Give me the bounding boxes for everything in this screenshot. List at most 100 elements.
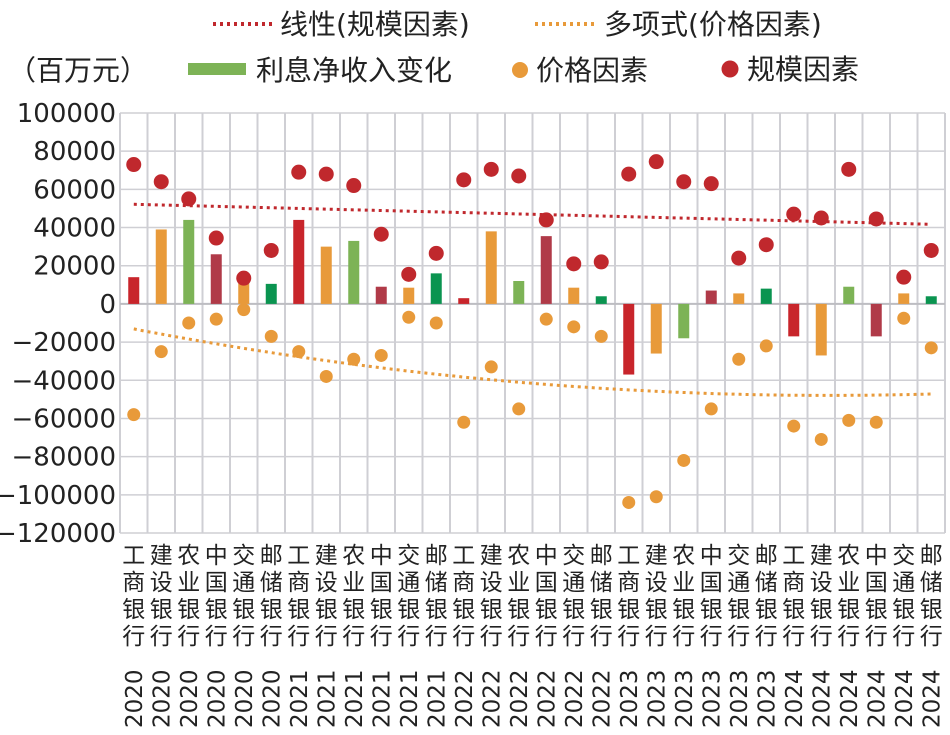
scale-dot <box>621 166 637 182</box>
price-dot <box>539 312 553 326</box>
x-bank-label: 建设银行 <box>480 543 503 650</box>
bar <box>183 219 195 304</box>
x-axis: 工商银行2020建设银行2020农业银行2020中国银行2020交通银行2020… <box>122 543 946 728</box>
x-category-label: 农业银行 2020 <box>177 543 203 728</box>
x-year-label: 2021 <box>314 669 340 728</box>
x-year-label: 2023 <box>644 669 670 728</box>
x-category-label: 建设银行 2020 <box>149 543 175 728</box>
x-bank-label: 农业银行 <box>177 543 200 650</box>
scale-dot <box>153 174 169 190</box>
x-bank-label: 建设银行 <box>315 543 338 650</box>
x-bank-label: 工商银行 <box>122 543 145 650</box>
x-category-label: 中国银行 2022 <box>534 543 560 728</box>
x-bank-label: 工商银行 <box>287 543 310 650</box>
unit-label: （百万元） <box>8 54 148 87</box>
y-tick-label: 20000 <box>33 252 116 282</box>
y-tick-label: 100000 <box>17 99 116 129</box>
x-year-label: 2024 <box>837 669 863 728</box>
x-year-label: 2024 <box>809 669 835 728</box>
price-dot <box>319 369 333 383</box>
x-category-label: 交通银行 2022 <box>562 543 588 728</box>
x-year-label: 2023 <box>617 669 643 728</box>
price-dot <box>704 402 718 416</box>
price-dot <box>649 490 663 504</box>
grid <box>119 112 946 534</box>
price-dot <box>347 352 361 366</box>
x-year-label: 2020 <box>177 669 203 728</box>
scale-dot <box>456 172 472 188</box>
x-year-label: 2022 <box>507 669 533 728</box>
x-category-label: 交通银行 2021 <box>397 543 423 728</box>
scale-dot <box>758 237 774 253</box>
x-bank-label: 邮储银行 <box>425 543 448 650</box>
price-dot <box>484 360 498 374</box>
price-dot <box>512 402 526 416</box>
price-dot <box>264 329 278 343</box>
x-bank-label: 中国银行 <box>370 543 393 650</box>
bar <box>403 287 415 304</box>
x-bank-label: 工商银行 <box>452 543 475 650</box>
price-dot <box>622 495 636 509</box>
x-category-label: 建设银行 2023 <box>644 543 670 728</box>
bar <box>733 293 745 304</box>
scale-dot <box>923 242 939 258</box>
bar <box>898 293 910 304</box>
x-bank-label: 交通银行 <box>727 543 750 650</box>
price-dot <box>869 415 883 429</box>
scale-dot <box>318 166 334 182</box>
scale-dot <box>373 226 389 242</box>
x-category-label: 交通银行 2024 <box>892 543 918 728</box>
x-year-label: 2020 <box>204 669 230 728</box>
x-category-label: 农业银行 2022 <box>507 543 533 728</box>
x-category-label: 邮储银行 2021 <box>424 543 450 728</box>
x-bank-label: 中国银行 <box>865 543 888 650</box>
x-category-label: 中国银行 2024 <box>864 543 890 728</box>
price-dot <box>814 432 828 446</box>
bar <box>320 246 332 304</box>
bar <box>513 281 525 304</box>
x-year-label: 2022 <box>562 669 588 728</box>
x-category-label: 中国银行 2021 <box>369 543 395 728</box>
x-bank-label: 农业银行 <box>837 543 860 650</box>
y-tick-label: −100000 <box>0 481 116 511</box>
x-year-label: 2020 <box>149 669 175 728</box>
x-year-label: 2022 <box>534 669 560 728</box>
bar <box>760 288 772 304</box>
scale-dot <box>841 161 857 177</box>
x-category-label: 邮储银行 2022 <box>589 543 615 728</box>
x-year-label: 2024 <box>892 669 918 728</box>
price-dot <box>594 329 608 343</box>
y-tick-label: 60000 <box>33 175 116 205</box>
bar <box>925 296 937 304</box>
x-bank-label: 建设银行 <box>645 543 668 650</box>
x-year-label: 2022 <box>479 669 505 728</box>
y-tick-label: 40000 <box>33 214 116 244</box>
scale-dot <box>648 154 664 170</box>
x-bank-label: 农业银行 <box>507 543 530 650</box>
y-tick-label: −120000 <box>0 519 116 549</box>
bar <box>375 286 387 304</box>
y-tick-label: 80000 <box>33 137 116 167</box>
x-bank-label: 邮储银行 <box>590 543 613 650</box>
x-category-label: 农业银行 2023 <box>672 543 698 728</box>
y-tick-label: 0 <box>99 290 116 320</box>
trend-lines <box>133 202 932 397</box>
price-dot <box>924 341 938 355</box>
price-dot <box>237 303 251 317</box>
x-category-label: 建设银行 2024 <box>809 543 835 728</box>
x-bank-label: 中国银行 <box>535 543 558 650</box>
x-category-label: 建设银行 2022 <box>479 543 505 728</box>
x-year-label: 2021 <box>369 669 395 728</box>
scale-dot <box>538 212 554 228</box>
x-year-label: 2021 <box>342 669 368 728</box>
dots <box>126 154 939 509</box>
x-year-label: 2020 <box>122 669 148 728</box>
scale-dot <box>236 270 252 286</box>
price-dot <box>732 352 746 366</box>
bar <box>843 286 855 304</box>
x-year-label: 2023 <box>727 669 753 728</box>
bar <box>705 290 717 304</box>
x-category-label: 邮储银行 2023 <box>754 543 780 728</box>
x-category-label: 工商银行 2023 <box>617 543 643 728</box>
scale-dot <box>786 206 802 222</box>
